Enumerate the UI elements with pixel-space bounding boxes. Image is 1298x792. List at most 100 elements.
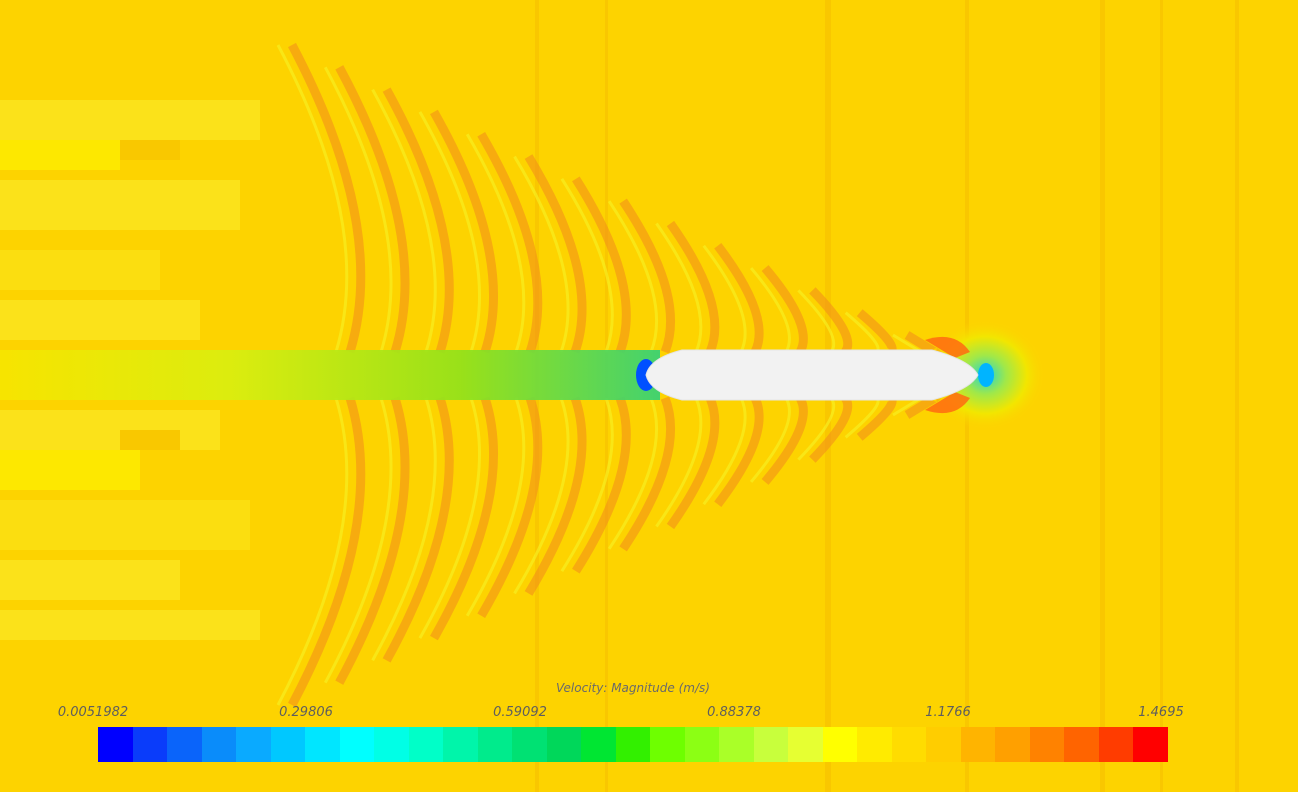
mesh-patch	[0, 450, 140, 490]
legend-label-0: 0.0051982	[57, 705, 129, 720]
color-bar-segment	[305, 727, 340, 762]
color-bar-segment	[236, 727, 271, 762]
color-bar-segment	[581, 727, 616, 762]
mesh-patches	[0, 100, 260, 640]
wave-trough	[607, 397, 659, 550]
color-bar-segment	[1133, 727, 1168, 762]
wave-trough	[513, 397, 570, 595]
wave-trough	[276, 44, 349, 353]
wave-trough	[418, 111, 481, 353]
wave-trough	[560, 178, 614, 353]
wave-crest	[856, 393, 897, 441]
legend-label-3: 0.88378	[707, 705, 761, 720]
mesh-patch	[0, 180, 240, 230]
wave-crest	[335, 65, 410, 354]
wave-crest	[856, 309, 897, 357]
color-bar-segment	[891, 727, 927, 762]
color-bar-segment	[512, 727, 547, 762]
wave-crest	[809, 395, 853, 463]
wave-trough	[371, 88, 437, 353]
wave-crest	[524, 396, 587, 596]
legend-label-2: 0.59092	[493, 705, 547, 720]
color-bar-segment	[443, 727, 478, 762]
wave-trough	[560, 397, 614, 572]
wave-crest	[761, 265, 808, 355]
mesh-patch	[0, 300, 200, 340]
color-bar-segment	[1098, 727, 1134, 762]
wave-trough	[418, 397, 481, 639]
wave-crest	[666, 396, 720, 530]
wave-crest	[666, 220, 720, 354]
color-bar-segment	[753, 727, 789, 762]
color-bar-segment	[339, 727, 375, 762]
shoulder-high-velocity-top	[925, 336, 970, 358]
wave-crest	[382, 396, 454, 663]
wave-trough	[749, 267, 791, 353]
wave-crest	[714, 243, 764, 354]
color-bar-segment	[1029, 727, 1065, 762]
mesh-patch	[0, 410, 220, 450]
wave-trough	[655, 397, 703, 528]
wave-trough	[797, 397, 836, 461]
wave-trough	[513, 155, 570, 353]
color-bar-segment	[132, 727, 168, 762]
mesh-patch	[0, 560, 180, 600]
vertical-streak	[1100, 0, 1105, 792]
kelvin-wave-pattern	[276, 42, 941, 708]
color-bar-segment	[822, 727, 858, 762]
wave-crest	[572, 176, 631, 354]
color-bar-segment	[857, 727, 892, 762]
mesh-patch	[0, 140, 120, 170]
color-bar-segment	[477, 727, 513, 762]
mesh-patch	[0, 610, 260, 640]
color-bar-segment	[684, 727, 720, 762]
wave-crest	[382, 87, 454, 354]
color-bar-segment	[788, 727, 823, 762]
mesh-patch	[0, 100, 260, 140]
wave-crest	[524, 154, 587, 354]
shoulder-high-velocity-bottom	[925, 392, 970, 414]
color-bar-segment	[408, 727, 444, 762]
wave-crest	[477, 396, 543, 619]
mesh-patch	[0, 500, 250, 550]
hull-body	[645, 349, 979, 401]
wave-crest	[809, 287, 853, 355]
wave-crest	[430, 396, 498, 641]
wave-crest	[619, 198, 676, 354]
mesh-patch	[120, 430, 180, 450]
color-bar-segment	[650, 727, 685, 762]
wave-trough	[797, 289, 836, 353]
wave-trough	[607, 200, 659, 353]
legend-label-4: 1.1766	[925, 705, 971, 720]
stagnation-point-bow	[978, 363, 994, 387]
color-bar-segment	[719, 727, 754, 762]
legend-label-1: 0.29806	[279, 705, 333, 720]
color-bar-segment	[960, 727, 996, 762]
legend-title: Velocity: Magnitude (m/s)	[556, 681, 710, 695]
color-bar-segment	[374, 727, 409, 762]
wave-trough	[702, 244, 747, 353]
wave-trough	[276, 397, 349, 706]
wave-crest	[761, 395, 808, 485]
wave-trough	[702, 397, 747, 506]
color-bar-segment	[615, 727, 651, 762]
legend-label-5: 1.4695	[1138, 705, 1184, 720]
color-bar-segment	[270, 727, 306, 762]
vertical-streak	[1160, 0, 1163, 792]
vertical-streak	[1235, 0, 1239, 792]
wave-crest	[572, 396, 631, 574]
wave-trough	[749, 397, 791, 483]
wave-crest	[430, 109, 498, 354]
wave-crest	[335, 396, 410, 685]
color-bar-segment	[98, 727, 133, 762]
wave-crest	[619, 396, 676, 552]
color-bar-segment	[995, 727, 1030, 762]
wave-crest	[288, 42, 366, 354]
mesh-patch	[0, 250, 160, 290]
wave-trough	[655, 222, 703, 353]
wave-trough	[465, 133, 526, 353]
wave-trough	[371, 397, 437, 662]
wave-crest	[714, 396, 764, 507]
